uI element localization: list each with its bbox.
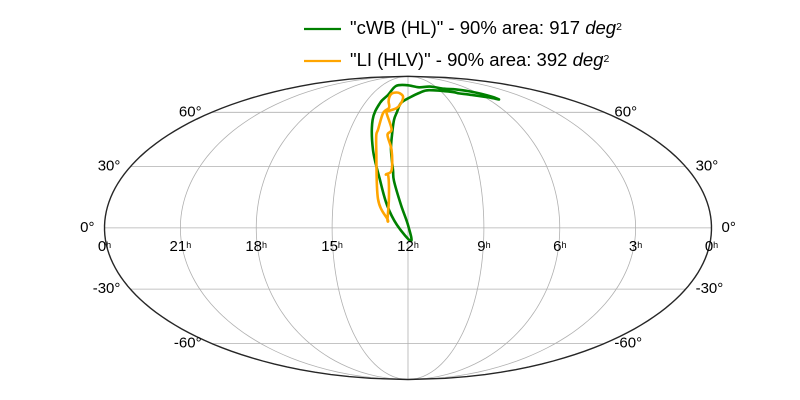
svg-text:0°: 0° <box>80 219 94 236</box>
svg-text:"LI (HLV)" - 90% area: 392 deg: "LI (HLV)" - 90% area: 392 deg2 <box>350 49 609 70</box>
svg-text:-30°: -30° <box>696 280 724 297</box>
svg-text:60°: 60° <box>614 103 637 120</box>
svg-text:-60°: -60° <box>174 335 202 352</box>
svg-text:-60°: -60° <box>614 335 642 352</box>
svg-text:0h: 0h <box>705 238 718 255</box>
svg-text:60°: 60° <box>179 103 202 120</box>
svg-text:3h: 3h <box>629 238 642 255</box>
svg-text:"cWB (HL)" - 90% area: 917 deg: "cWB (HL)" - 90% area: 917 deg2 <box>350 17 622 38</box>
svg-text:9h: 9h <box>477 238 490 255</box>
svg-text:30°: 30° <box>696 158 719 175</box>
svg-text:6h: 6h <box>553 238 566 255</box>
svg-text:18h: 18h <box>245 238 267 255</box>
svg-text:30°: 30° <box>98 158 121 175</box>
svg-text:0°: 0° <box>722 219 736 236</box>
svg-text:12h: 12h <box>397 238 419 255</box>
svg-text:-30°: -30° <box>93 280 121 297</box>
svg-text:15h: 15h <box>321 238 343 255</box>
svg-text:21h: 21h <box>170 238 192 255</box>
